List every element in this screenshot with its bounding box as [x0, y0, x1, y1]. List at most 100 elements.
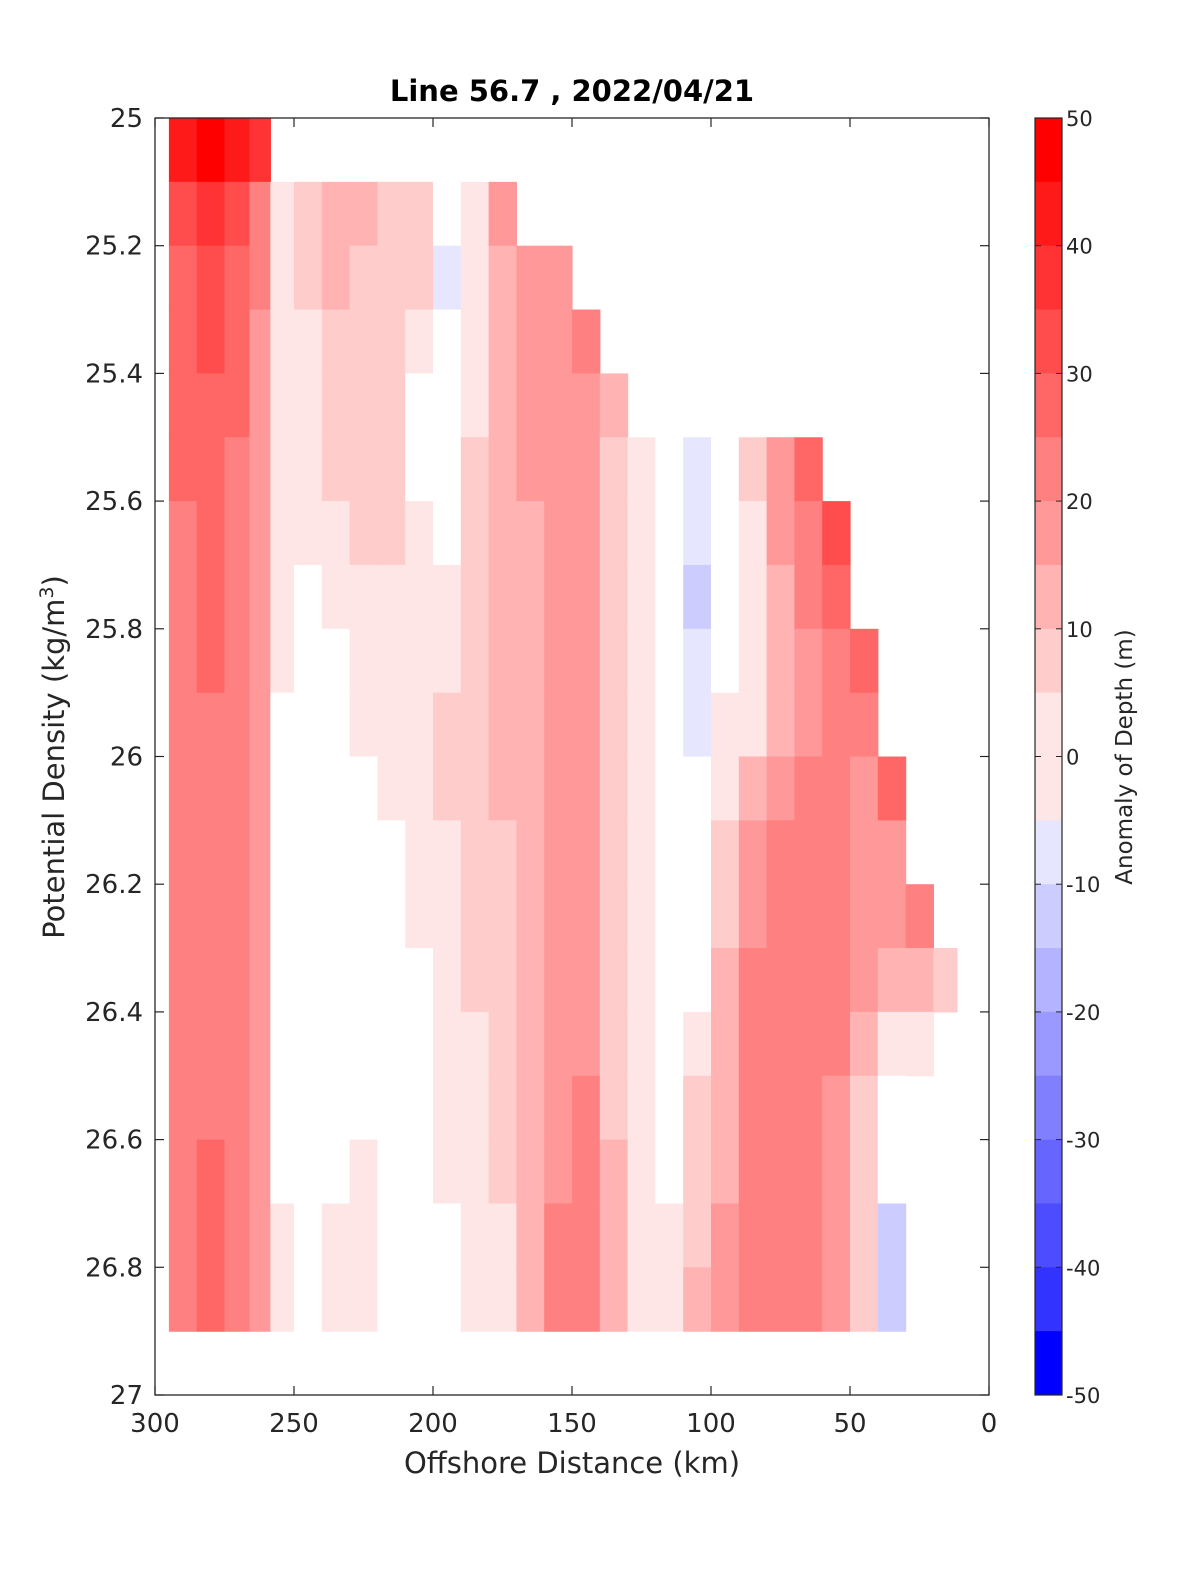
heatmap-cell — [711, 948, 740, 1013]
heatmap-cell — [516, 373, 545, 438]
heatmap-cell — [572, 1203, 601, 1268]
heatmap-cell — [599, 1011, 629, 1077]
heatmap-cell — [224, 1267, 251, 1332]
heatmap-cell — [572, 564, 601, 630]
heatmap-cell — [249, 756, 271, 821]
heatmap-cell — [168, 501, 198, 566]
heatmap-cell — [196, 1139, 226, 1205]
heatmap-cell — [766, 692, 795, 758]
heatmap-cell — [196, 756, 226, 821]
heatmap-cell — [877, 948, 907, 1013]
heatmap-cell — [349, 309, 378, 374]
heatmap-cell — [738, 564, 768, 630]
heatmap-cell — [683, 1011, 712, 1077]
heatmap-cell — [377, 309, 406, 374]
heatmap-cell — [572, 373, 601, 438]
heatmap-cell — [627, 1011, 656, 1077]
heatmap-cell — [349, 756, 378, 821]
heatmap-cell — [405, 1139, 434, 1205]
heatmap-cell — [766, 756, 795, 821]
heatmap-cell — [249, 245, 271, 311]
x-tick-labels: 300 250 200 150 100 50 0 — [130, 1409, 997, 1439]
heatmap-cell — [321, 948, 351, 1013]
heatmap-cell — [794, 756, 823, 821]
heatmap-cell — [405, 948, 434, 1013]
heatmap-cell — [294, 1075, 323, 1141]
colorbar-band — [1035, 564, 1062, 630]
heatmap-cell — [516, 245, 545, 311]
heatmap-cell — [249, 692, 271, 758]
heatmap-cell — [321, 756, 351, 821]
heatmap-cell — [460, 1139, 490, 1205]
heatmap-cell — [433, 948, 462, 1013]
heatmap-cell — [711, 1267, 740, 1332]
heatmap-cell — [168, 1267, 198, 1332]
heatmap-cell — [544, 1267, 573, 1332]
heatmap-cell — [377, 501, 406, 566]
heatmap-cell — [321, 1203, 351, 1268]
heatmap-cell — [224, 373, 251, 438]
heatmap-cell — [711, 692, 740, 758]
heatmap-cell — [516, 309, 545, 374]
heatmap-cell — [294, 1139, 323, 1205]
heatmap-cell — [877, 884, 907, 949]
heatmap-cell — [168, 437, 198, 502]
heatmap-cell — [168, 692, 198, 758]
heatmap-cell — [766, 1267, 795, 1332]
heatmap-cell — [599, 564, 629, 630]
heatmap-cell — [224, 181, 251, 247]
heatmap-cell — [224, 948, 251, 1013]
heatmap-cell — [196, 309, 226, 374]
heatmap-cell — [516, 1267, 545, 1332]
heatmap-cell — [321, 1011, 351, 1077]
heatmap-cell — [516, 884, 545, 949]
heatmap-cell — [249, 309, 271, 374]
heatmap-cell — [599, 1203, 629, 1268]
heatmap-cell — [196, 437, 226, 502]
colorbar-band — [1035, 437, 1062, 502]
heatmap-cell — [711, 756, 740, 821]
colorbar-band — [1035, 1011, 1062, 1077]
heatmap-cell — [488, 437, 517, 502]
heatmap-cell — [738, 1011, 768, 1077]
heatmap-cell — [433, 884, 462, 949]
heatmap-cell — [405, 820, 434, 885]
colorbar-tick-label: -50 — [1066, 1384, 1100, 1408]
heatmap-cell — [850, 628, 879, 694]
heatmap-cell — [405, 1203, 434, 1268]
heatmap-cell — [270, 1075, 295, 1141]
colorbar — [1035, 118, 1062, 1396]
heatmap-cell — [224, 628, 251, 694]
heatmap-cell — [196, 692, 226, 758]
heatmap-cell — [572, 756, 601, 821]
heatmap-cell — [683, 1267, 712, 1332]
heatmap-cell — [544, 756, 573, 821]
heatmap-cell — [516, 756, 545, 821]
heatmap-cell — [794, 501, 823, 566]
heatmap-cell — [349, 181, 378, 247]
heatmap-cell — [294, 756, 323, 821]
heatmap-cell — [516, 820, 545, 885]
colorbar-band — [1035, 628, 1062, 694]
heatmap-cell — [377, 437, 406, 502]
heatmap-cell — [544, 692, 573, 758]
heatmap-cell — [572, 1267, 601, 1332]
heatmap-cell — [655, 948, 684, 1013]
heatmap-cell — [655, 884, 684, 949]
heatmap-cell — [349, 437, 378, 502]
heatmap-cell — [655, 501, 684, 566]
heatmap-cell — [294, 501, 323, 566]
heatmap-cell — [794, 564, 823, 630]
heatmap-cell — [294, 437, 323, 502]
heatmap-cell — [196, 884, 226, 949]
heatmap-cell — [627, 884, 656, 949]
colorbar-band — [1035, 948, 1062, 1013]
heatmap-cell — [349, 1267, 378, 1332]
heatmap-cell — [599, 692, 629, 758]
heatmap-cell — [683, 501, 712, 566]
y-tick-label: 26.8 — [85, 1253, 143, 1283]
heatmap-cell — [822, 884, 851, 949]
heatmap-cell — [655, 756, 684, 821]
heatmap-cell — [822, 756, 851, 821]
